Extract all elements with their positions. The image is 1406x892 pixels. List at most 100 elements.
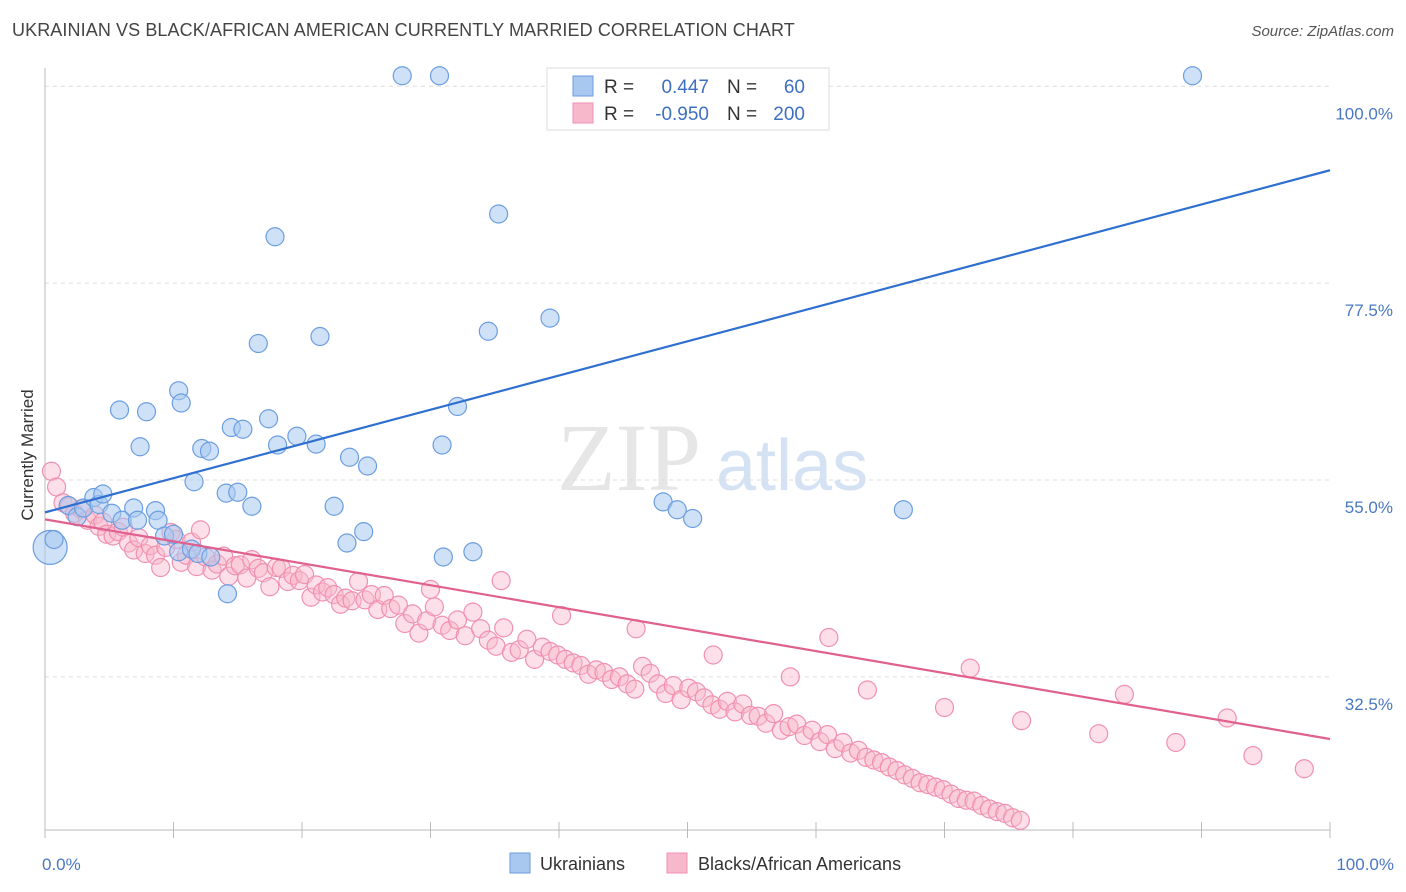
ukrainian-point (265, 227, 285, 247)
black-point (1217, 708, 1237, 728)
legend-n-label-2: N = (727, 104, 757, 125)
ukrainian-point (357, 456, 378, 476)
black-point (625, 679, 645, 699)
ukrainian-point (233, 419, 253, 439)
black-point (609, 667, 629, 687)
ukrainian-point (432, 435, 452, 455)
black-point (703, 645, 723, 665)
bottom-legend-swatch-ukrainian (509, 852, 531, 874)
black-point (1294, 759, 1314, 779)
legend-r-value-1: 0.447 (661, 77, 709, 98)
watermark-atlas: atlas (716, 426, 868, 506)
ukrainian-point (258, 409, 279, 429)
ukrainian-point (109, 400, 130, 420)
black-point (833, 732, 853, 753)
legend-r-value-2: -0.950 (655, 104, 709, 125)
black-point (779, 717, 799, 737)
black-point (710, 699, 730, 719)
black-point (780, 667, 800, 687)
bottom-legend-swatch-black (666, 852, 688, 874)
black-point (802, 720, 822, 740)
ukrainian-point (1182, 66, 1203, 86)
black-point (960, 658, 980, 678)
black-point (694, 688, 714, 708)
black-point (848, 740, 869, 760)
trend-lines (44, 169, 1331, 741)
ukrainian-point (339, 447, 360, 467)
black-point (145, 545, 166, 565)
black-point (330, 594, 351, 614)
ukrainian-point (893, 500, 913, 520)
black-point (501, 642, 522, 662)
ukrainian-point (228, 482, 248, 502)
legend-n-value-1: 60 (784, 77, 805, 98)
series-ukrainian-points (32, 66, 1203, 604)
black-point (725, 702, 745, 722)
axes (44, 68, 1331, 838)
black-point (494, 618, 514, 638)
ukrainian-point (217, 584, 238, 604)
black-point (524, 649, 545, 669)
y-tick-labels: 32.5% 55.0% 77.5% 100.0% (1335, 104, 1393, 714)
stats-legend: R = 0.447 N = 60 R = -0.950 N = 200 (546, 67, 830, 131)
black-point (388, 595, 408, 615)
black-point (424, 597, 444, 617)
ukrainian-point (201, 547, 221, 567)
bottom-legend-label-ukrainian: Ukrainians (540, 854, 625, 874)
legend-swatch-ukrainian (572, 75, 594, 97)
black-point (825, 739, 845, 759)
black-point (640, 663, 660, 683)
black-point (324, 585, 344, 605)
ukrainian-point (171, 393, 191, 413)
ukrainian-point (433, 547, 453, 567)
black-point (686, 682, 707, 702)
black-point (509, 640, 529, 660)
ukrainian-point (199, 441, 220, 461)
ukrainian-point (463, 542, 483, 562)
y-tick-label: 55.0% (1345, 498, 1393, 517)
ukrainian-point (478, 321, 498, 341)
black-point (355, 590, 375, 610)
black-point (1166, 732, 1186, 753)
ukrainian-point (683, 508, 703, 529)
y-axis-label: Currently Married (18, 389, 37, 520)
y-tick-label: 77.5% (1345, 301, 1393, 320)
black-point (934, 697, 955, 718)
ukrainian-point (392, 66, 412, 86)
ukrainian-point (242, 496, 262, 516)
black-point (819, 627, 839, 648)
stats-legend-box (546, 67, 830, 131)
black-point (1114, 684, 1135, 704)
black-point (225, 556, 245, 576)
black-point (253, 563, 274, 583)
legend-r-label-1: R = (604, 77, 634, 98)
black-point (260, 577, 280, 597)
black-point (471, 619, 491, 639)
black-point (463, 602, 483, 622)
ukrainian-point (163, 524, 184, 544)
black-point (918, 774, 938, 795)
black-point (1003, 808, 1023, 828)
ukrainian-point (540, 308, 560, 328)
ukrainian-point (429, 66, 450, 86)
black-point (748, 706, 768, 726)
black-point (395, 613, 415, 634)
black-point (740, 705, 761, 725)
ukrainian-trend-line (44, 169, 1331, 514)
black-point (409, 623, 429, 643)
black-point (949, 788, 969, 809)
black-point (301, 587, 321, 607)
ukrainian-point (248, 333, 268, 354)
source-label: Source: ZipAtlas.com (1251, 23, 1394, 40)
black-point (447, 610, 468, 630)
ukrainian-point (130, 437, 150, 457)
ukrainian-point (44, 529, 64, 550)
ukrainian-point (93, 484, 113, 504)
black-point (717, 691, 737, 711)
chart-title: UKRAINIAN VS BLACK/AFRICAN AMERICAN CURR… (12, 20, 795, 40)
black-point (856, 747, 876, 767)
watermark-zip: ZIP (557, 404, 701, 511)
black-point (517, 629, 537, 649)
ukrainian-point (310, 326, 330, 347)
black-point (1243, 746, 1263, 766)
